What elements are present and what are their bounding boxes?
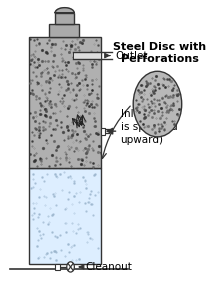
Text: Steel Disc with
Perforations: Steel Disc with Perforations [113, 42, 206, 64]
Polygon shape [55, 8, 74, 13]
Bar [73, 52, 100, 59]
Bar [29, 37, 100, 168]
Circle shape [133, 71, 182, 137]
Text: Cleanout: Cleanout [85, 262, 132, 272]
Bar [49, 24, 79, 37]
Bar [100, 128, 105, 134]
Text: Inlet (water
is spiralled
upward): Inlet (water is spiralled upward) [121, 109, 181, 145]
Circle shape [67, 262, 74, 272]
Bar [29, 168, 100, 264]
Text: Outlet: Outlet [115, 51, 148, 60]
Bar [55, 13, 74, 24]
Bar [55, 264, 60, 270]
